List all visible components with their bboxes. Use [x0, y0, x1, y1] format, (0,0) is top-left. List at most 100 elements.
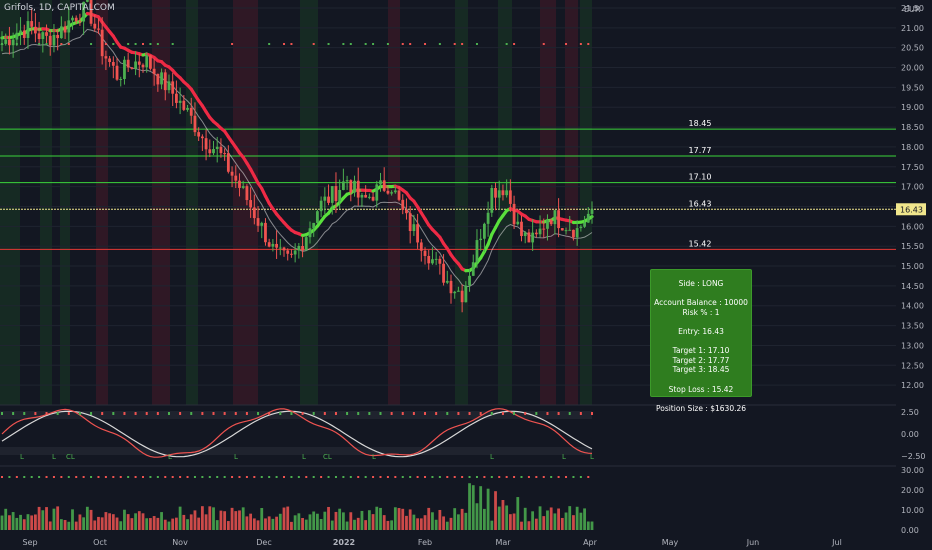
candle-body [482, 223, 486, 239]
signal-dot [8, 43, 11, 45]
signal-dot [15, 43, 18, 45]
volume-bar [534, 518, 538, 530]
volume-bar [56, 506, 60, 530]
volume-dot [97, 476, 100, 478]
volume-dot [127, 476, 130, 478]
signal-dot [90, 43, 93, 45]
osc-tick [67, 412, 70, 415]
candle-body [382, 180, 386, 191]
candle-body [523, 232, 527, 237]
session-bands [0, 0, 592, 405]
signal-dot [149, 43, 152, 45]
volume-bar [267, 516, 271, 530]
osc-tick [435, 412, 438, 415]
candle-body [419, 242, 423, 251]
volume-bar [123, 509, 126, 530]
volume-axis-label: 0.00 [901, 526, 919, 535]
osc-tick [579, 412, 582, 415]
volume-dot [30, 476, 33, 478]
volume-bar [434, 519, 438, 530]
volume-bar [163, 519, 167, 530]
osc-tick [23, 412, 26, 415]
volume-bar [390, 520, 394, 530]
session-band [455, 0, 468, 405]
signal-dot [112, 43, 115, 45]
time-axis-label: Mar [495, 538, 511, 547]
volume-bar [583, 508, 586, 530]
candle-body [375, 184, 379, 201]
candle-body [126, 59, 130, 68]
volume-bar [572, 515, 575, 530]
candle-body [11, 39, 15, 46]
time-axis-label: Feb [418, 538, 432, 547]
candle-body [405, 209, 408, 214]
volume-bar [264, 518, 267, 530]
candle-body [137, 61, 141, 65]
price-axis-label: 20.00 [901, 64, 924, 73]
time-axis-label: Dec [256, 538, 271, 547]
volume-dot [475, 476, 478, 478]
volume-bar [468, 483, 471, 530]
candle-body [323, 196, 327, 201]
signal-dot [1, 43, 3, 45]
level-label: 17.10 [689, 173, 712, 182]
volume-bar [134, 513, 137, 530]
volume-bar [111, 514, 115, 530]
volume-bar [375, 506, 379, 530]
osc-tick [234, 412, 237, 415]
oscillator-pane: L L CL L L L CL L L L L [0, 404, 896, 467]
osc-tick [167, 412, 170, 415]
volume-bar [564, 512, 568, 530]
volume-bar [67, 521, 71, 530]
osc-marker: L [490, 453, 494, 461]
level-label: 16.43 [689, 199, 712, 208]
candle-body [512, 203, 516, 225]
volume-bar [527, 521, 531, 530]
volume-dot [75, 476, 78, 478]
volume-dot [134, 476, 137, 478]
stop-text: Stop Loss : 15.42 [668, 384, 734, 394]
candle-body [163, 72, 167, 91]
osc-signal-line [1, 410, 593, 458]
volume-dot [334, 476, 337, 478]
volume-bar [204, 514, 208, 530]
volume-bar [189, 514, 193, 530]
volume-dot [409, 476, 412, 478]
volume-bar [152, 516, 156, 530]
volume-bar [330, 520, 334, 530]
osc-band [0, 447, 592, 455]
osc-marker: L [372, 453, 376, 461]
volume-bar [275, 516, 278, 530]
volume-dot [520, 476, 523, 478]
volume-dot [216, 476, 219, 478]
volume-bar [126, 514, 130, 530]
level-label: 15.42 [689, 239, 712, 248]
volume-bar [249, 513, 253, 530]
ribbon-inner-line [1, 28, 593, 288]
candle-body [52, 34, 56, 46]
volume-bar [8, 515, 11, 530]
osc-tick [301, 412, 304, 415]
osc-marker: L [20, 453, 24, 461]
candle-body [356, 180, 360, 198]
candle-body [468, 275, 471, 286]
signal-dot [409, 43, 412, 45]
osc-tick [1, 412, 3, 415]
volume-dot [283, 476, 286, 478]
candle-body [149, 55, 152, 69]
volume-bar [575, 506, 579, 530]
price-axis-label: 19.00 [901, 103, 924, 112]
candle-body [393, 190, 397, 193]
volume-dot [453, 476, 456, 478]
volume-bar [119, 521, 123, 530]
candle-body [505, 190, 509, 196]
volume-bar [245, 516, 249, 530]
time-axis-label: May [662, 538, 679, 547]
signal-dot [171, 43, 174, 45]
candle-body [330, 186, 334, 203]
volume-bar [252, 518, 256, 530]
candle-body [501, 190, 505, 196]
candle-body [37, 33, 41, 39]
candle-body [249, 200, 253, 208]
